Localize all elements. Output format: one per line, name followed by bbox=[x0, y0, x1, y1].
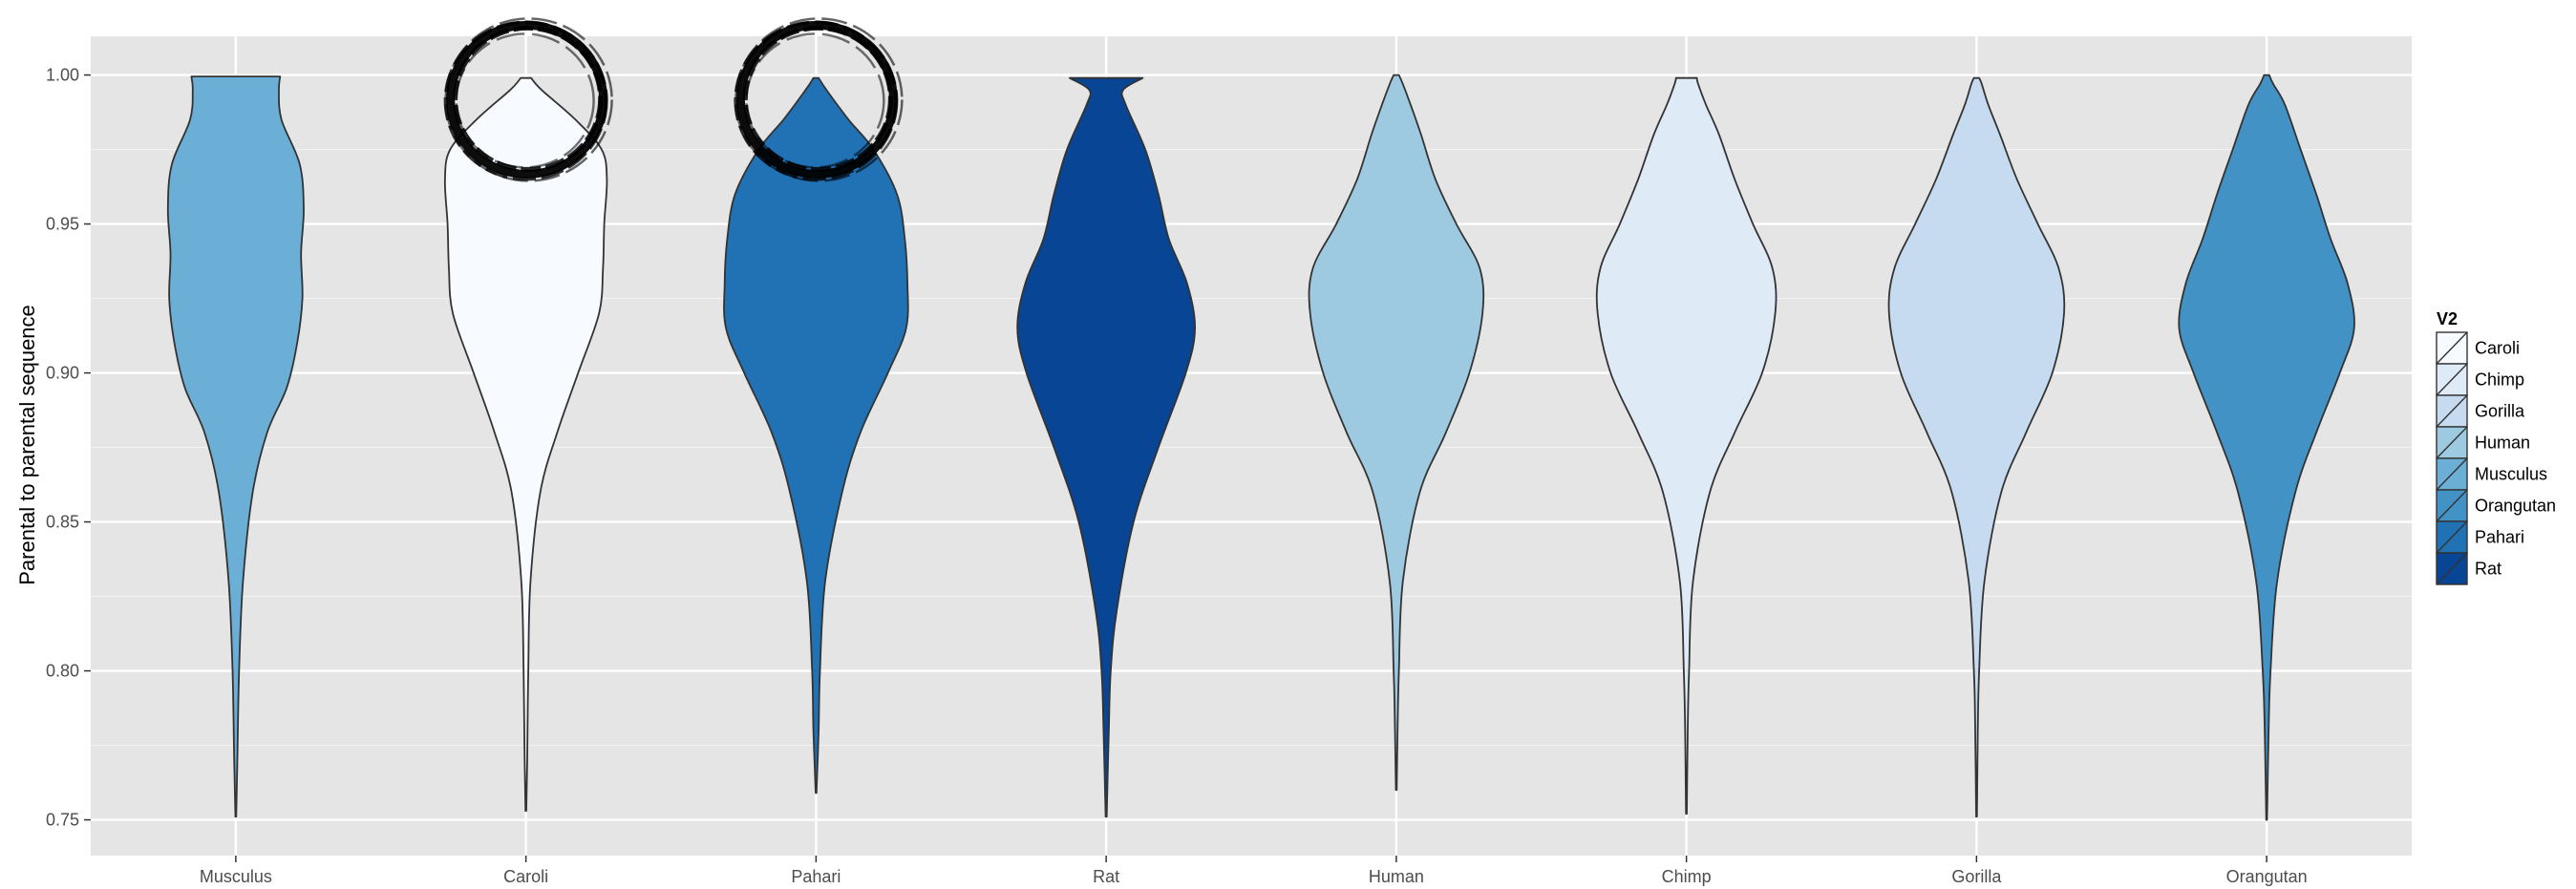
legend-label-caroli: Caroli bbox=[2475, 339, 2520, 358]
plot-panel bbox=[91, 36, 2412, 856]
legend-key-slash bbox=[2436, 552, 2468, 585]
y-tick-label: 0.90 bbox=[46, 364, 79, 383]
annotation-stroke bbox=[444, 17, 613, 182]
legend-key-slash bbox=[2436, 363, 2468, 396]
legend-key-slash bbox=[2436, 489, 2468, 522]
legend-label-orangutan: Orangutan bbox=[2475, 497, 2556, 516]
violin-caroli bbox=[443, 76, 608, 813]
annotation-stroke bbox=[443, 20, 608, 181]
violin-gorilla bbox=[1887, 76, 2066, 818]
annotation-circle-caroli bbox=[443, 17, 613, 182]
legend-label-rat: Rat bbox=[2475, 560, 2501, 579]
legend-key-slash bbox=[2436, 457, 2468, 491]
y-axis: 0.75 0.80 0.85 0.90 0.95 1.00 bbox=[46, 66, 91, 830]
violin-chimp bbox=[1595, 76, 1778, 815]
violin-musculus bbox=[166, 75, 305, 818]
annotation-circle-pahari bbox=[734, 17, 904, 182]
violin-orangutan bbox=[2178, 74, 2355, 821]
y-axis-title: Parental to parental sequence bbox=[15, 305, 39, 585]
violin-rat bbox=[1016, 76, 1197, 818]
legend-key-slash bbox=[2436, 331, 2468, 365]
x-tick-label-gorilla: Gorilla bbox=[1951, 867, 2002, 886]
y-tick-label: 0.75 bbox=[46, 811, 79, 830]
legend-label-musculus: Musculus bbox=[2475, 465, 2547, 484]
legend-title: V2 bbox=[2437, 309, 2458, 328]
annotation-stroke bbox=[734, 20, 899, 181]
x-tick-label-caroli: Caroli bbox=[503, 867, 548, 886]
legend-key-slash bbox=[2436, 394, 2468, 428]
annotations bbox=[443, 17, 904, 182]
legend: V2 Caroli Chimp Gorilla Human Musculus Orangu… bbox=[2436, 309, 2556, 585]
annotation-stroke bbox=[745, 32, 885, 169]
x-tick-label-chimp: Chimp bbox=[1662, 867, 1712, 886]
annotation-stroke bbox=[742, 25, 893, 172]
legend-key-slash bbox=[2436, 426, 2468, 459]
x-axis: Musculus Caroli Pahari Rat Human Chimp Gorilla… bbox=[200, 856, 2308, 886]
y-tick-label: 0.80 bbox=[46, 662, 79, 681]
annotation-stroke bbox=[734, 17, 904, 182]
x-tick-label-human: Human bbox=[1369, 867, 1424, 886]
legend-label-human: Human bbox=[2475, 434, 2530, 453]
legend-key-slash bbox=[2436, 520, 2468, 554]
legend-label-pahari: Pahari bbox=[2475, 528, 2524, 547]
violin-pahari bbox=[723, 76, 909, 794]
y-tick-label: 0.95 bbox=[46, 215, 79, 234]
x-tick-label-orangutan: Orangutan bbox=[2226, 867, 2308, 886]
violin-human bbox=[1308, 74, 1485, 792]
annotation-stroke bbox=[735, 20, 898, 179]
y-tick-label: 1.00 bbox=[46, 66, 79, 85]
x-tick-label-rat: Rat bbox=[1093, 867, 1119, 886]
legend-label-gorilla: Gorilla bbox=[2475, 402, 2525, 421]
annotation-stroke bbox=[453, 25, 604, 172]
violins bbox=[166, 74, 2355, 821]
legend-label-chimp: Chimp bbox=[2475, 370, 2524, 390]
x-tick-label-musculus: Musculus bbox=[200, 867, 272, 886]
y-tick-label: 0.85 bbox=[46, 513, 79, 532]
x-tick-label-pahari: Pahari bbox=[791, 867, 841, 886]
annotation-stroke bbox=[446, 20, 608, 179]
annotation-stroke bbox=[455, 32, 595, 169]
